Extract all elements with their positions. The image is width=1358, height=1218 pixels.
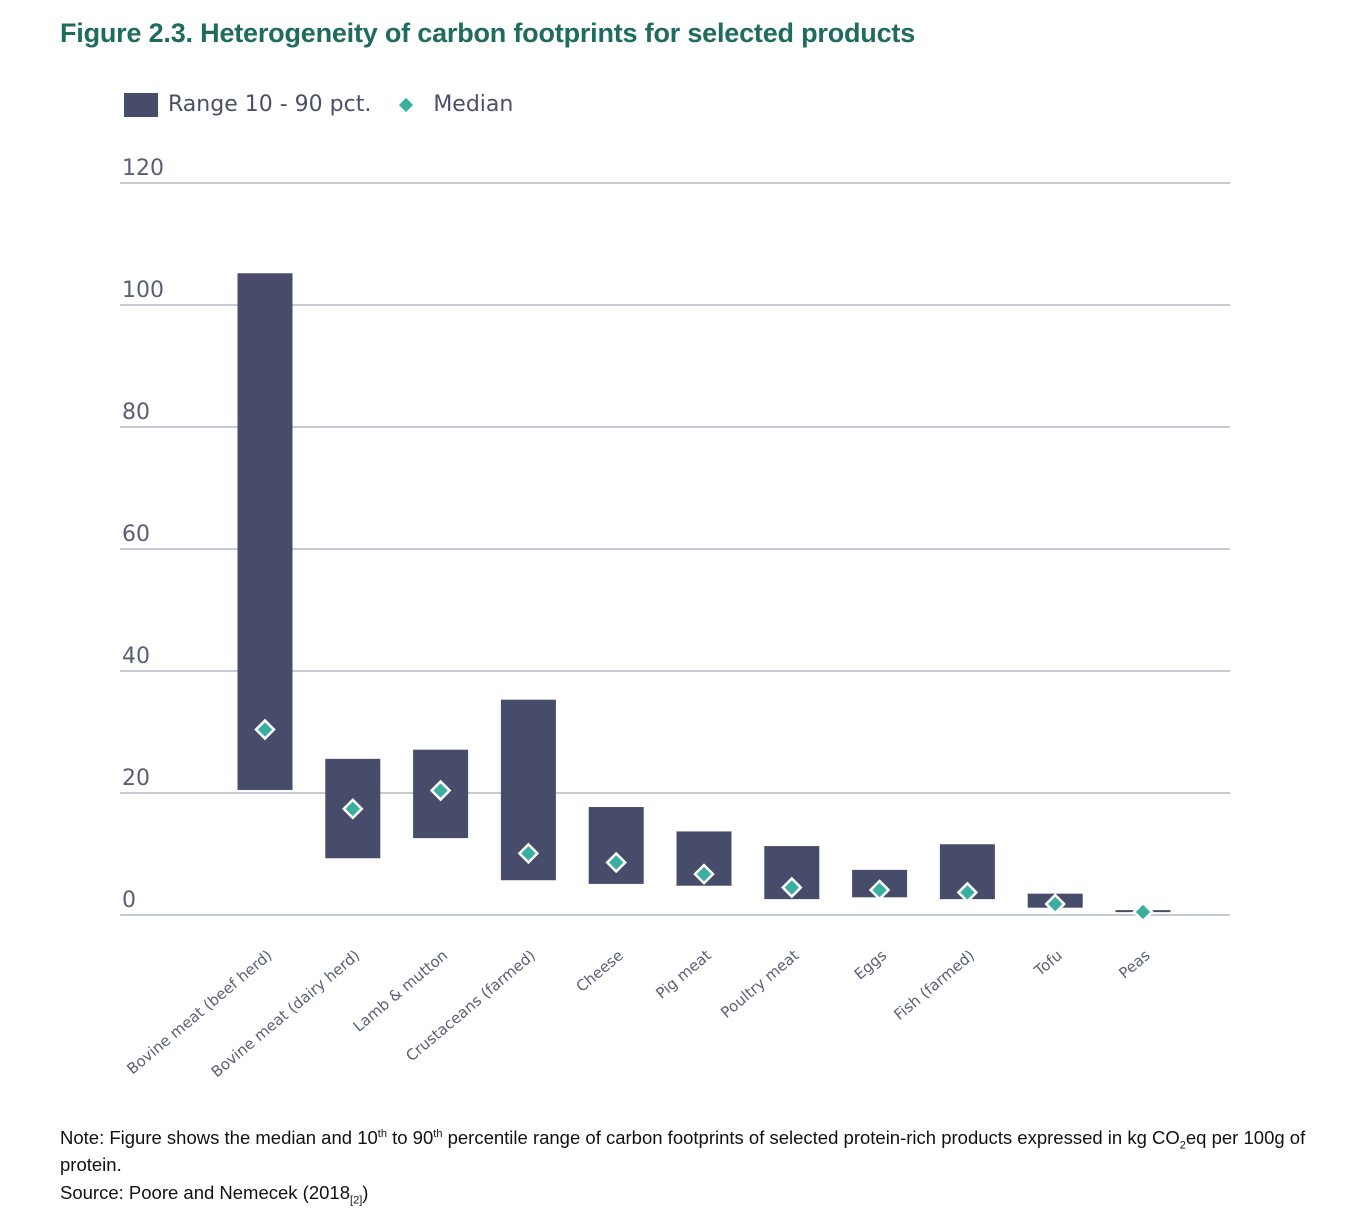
note-sup-b: th (433, 1127, 443, 1140)
note-sub-c: 2 (1179, 1139, 1186, 1152)
category-label: Peas (1115, 946, 1153, 982)
source-ref: [2] (350, 1194, 363, 1207)
figure-note: Note: Figure shows the median and 10th t… (60, 1124, 1310, 1178)
note-text-d: eq per 100g of protein. (60, 1127, 1306, 1175)
y-tick-label: 20 (122, 766, 150, 791)
median-marker (517, 842, 540, 865)
median-marker (956, 881, 979, 904)
median-marker (605, 851, 627, 874)
legend-median-label: Median (433, 92, 514, 117)
y-tick-label: 60 (122, 522, 150, 547)
y-tick-label: 100 (122, 278, 164, 303)
category-label: Cheese (573, 946, 627, 995)
legend-range-label: Range 10 - 90 pct. (168, 92, 372, 117)
note-sup-a: th (377, 1127, 387, 1140)
median-marker (429, 779, 452, 802)
figure-title: Figure 2.3. Heterogeneity of carbon foot… (60, 18, 916, 48)
median-marker (781, 876, 803, 899)
source-close: ) (362, 1182, 369, 1203)
category-label: Eggs (851, 946, 891, 983)
category-label: Bovine meat (beef herd) (123, 946, 275, 1078)
median-marker (1044, 893, 1066, 915)
median-marker (254, 718, 276, 741)
y-tick-label: 80 (122, 400, 150, 425)
y-tick-label: 40 (122, 644, 150, 669)
median-marker (1132, 901, 1154, 923)
y-tick-label: 0 (122, 888, 136, 913)
range-bar (237, 273, 293, 790)
note-text-b: to 90 (386, 1127, 434, 1148)
category-label: Pig meat (652, 946, 714, 1002)
category-label: Fish (farmed) (890, 946, 978, 1024)
note-text-a: Note: Figure shows the median and 10 (60, 1127, 378, 1148)
category-label: Tofu (1030, 946, 1066, 980)
chart-legend: Range 10 - 90 pct. Median (124, 92, 513, 117)
source-text: Source: Poore and Nemecek (2018 (60, 1182, 351, 1203)
category-label: Poultry meat (717, 946, 802, 1022)
median-marker (868, 879, 891, 901)
carbon-footprint-chart: 0 20 40 60 80 100 120 Bovine meat (beef herd)Bo… (120, 156, 1230, 1081)
y-tick-label: 120 (122, 156, 164, 181)
note-text-c: percentile range of carbon footprints of… (442, 1127, 1180, 1148)
legend-range-swatch (124, 92, 158, 117)
legend-median-swatch (399, 97, 414, 112)
median-marker (342, 798, 364, 820)
category-label: Bovine meat (dairy herd) (208, 946, 364, 1081)
median-marker (693, 863, 715, 885)
figure-source: Source: Poore and Nemecek (2018[2]) (60, 1182, 369, 1207)
